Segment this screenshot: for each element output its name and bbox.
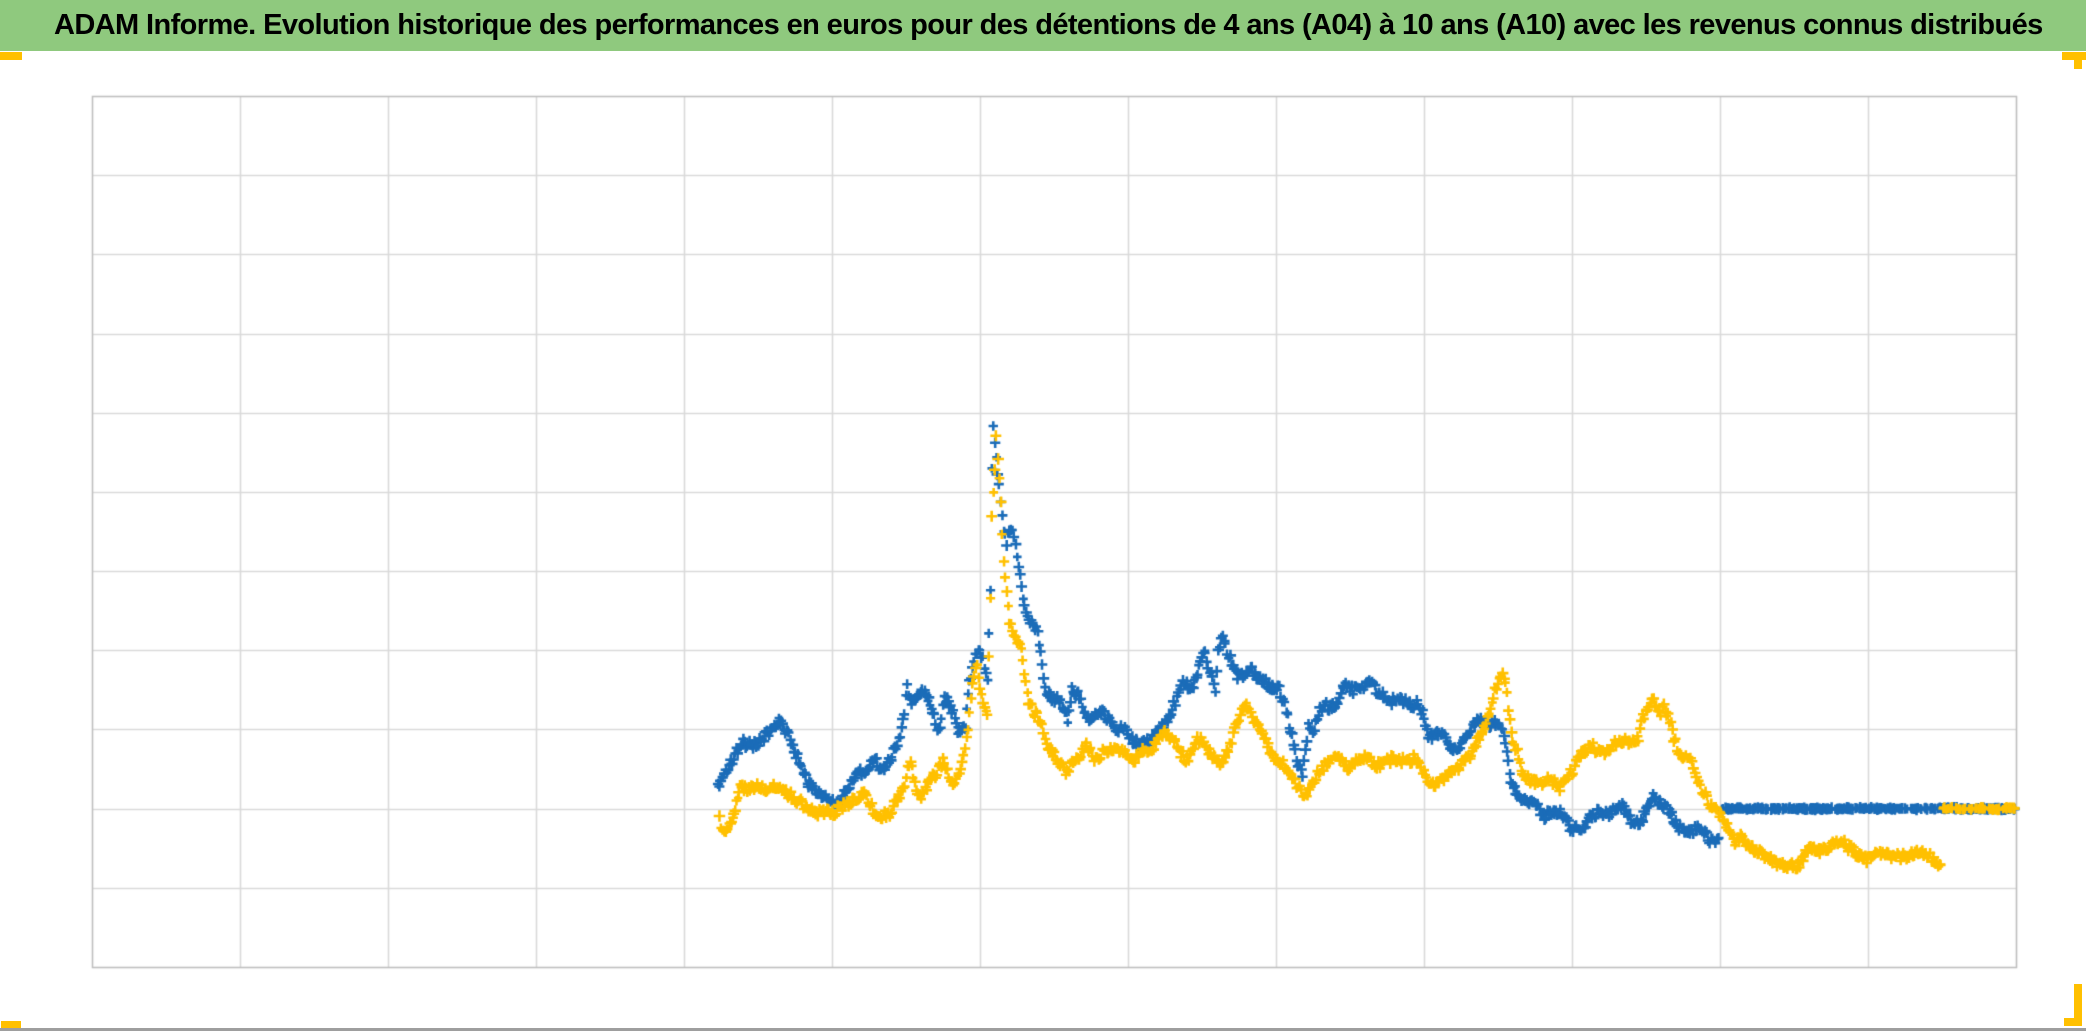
page-title: ADAM Informe. Evolution historique des p… xyxy=(54,9,2043,41)
title-bar: ADAM Informe. Evolution historique des p… xyxy=(0,0,2086,51)
bottom-divider xyxy=(0,1028,2086,1031)
